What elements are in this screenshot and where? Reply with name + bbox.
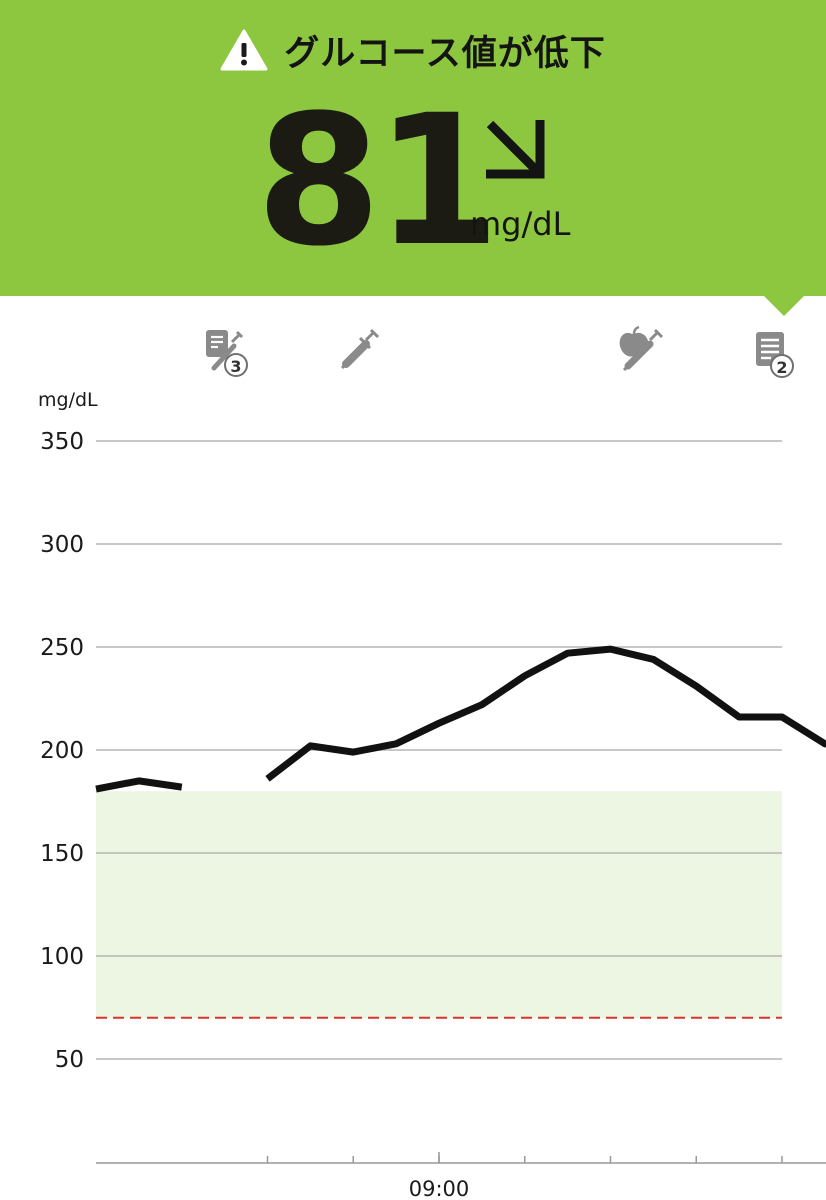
x-tick-label: 09:00 (409, 1177, 470, 1200)
y-tick-label: 50 (55, 1047, 84, 1073)
note-icon[interactable]: 2 (756, 332, 794, 378)
grid: 350 300 250 200 150 100 50 (40, 429, 782, 1073)
event-icons-row: 3 2 (206, 325, 794, 378)
glucose-reading: 81 (256, 77, 500, 286)
note-insulin-badge: 3 (230, 357, 241, 376)
glucose-line-segment (265, 645, 826, 782)
glucose-chart: 350 300 250 200 150 100 50 mg/dL 09:0012:0015:… (38, 325, 826, 1200)
alert-text: グルコース値が低下 (284, 33, 606, 74)
y-tick-label: 250 (40, 635, 84, 661)
glucose-series (95, 645, 826, 793)
unit-label: mg/dL (470, 205, 571, 243)
glucose-header: グルコース値が低下 81 mg/dL (0, 0, 826, 296)
trend-arrow-down-right-icon (486, 120, 545, 179)
glucose-line-segment (95, 777, 183, 793)
header-pointer (763, 295, 805, 316)
y-tick-label: 300 (40, 532, 84, 558)
y-tick-label: 150 (40, 841, 84, 867)
note-badge: 2 (776, 358, 787, 377)
y-tick-label: 350 (40, 429, 84, 455)
y-axis-unit: mg/dL (38, 389, 98, 411)
y-tick-label: 200 (40, 738, 84, 764)
warning-icon (220, 29, 268, 71)
alert-row: グルコース値が低下 (0, 26, 826, 74)
y-tick-label: 100 (40, 944, 84, 970)
note-insulin-icon[interactable]: 3 (206, 330, 248, 377)
target-range-band (96, 791, 782, 1018)
food-insulin-icon[interactable] (619, 325, 664, 372)
insulin-pen-icon[interactable] (340, 328, 380, 370)
